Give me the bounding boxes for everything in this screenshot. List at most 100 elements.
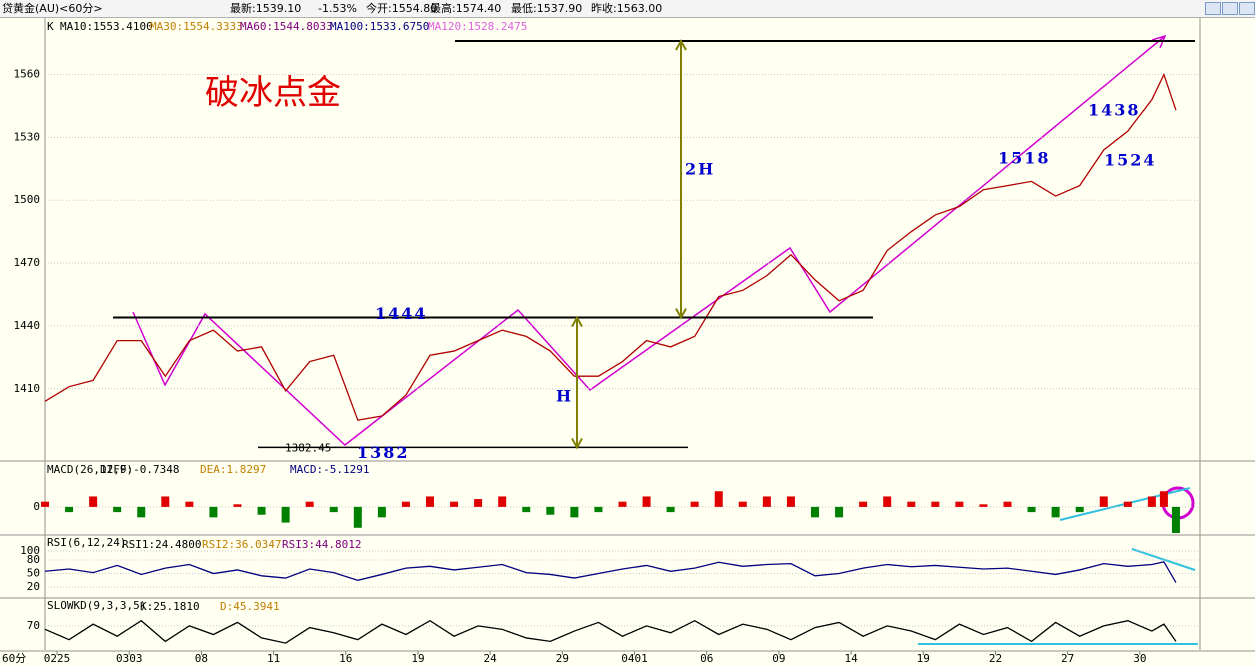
- open-price: 今开:1554.80: [366, 2, 438, 15]
- histogram-bar: [546, 506, 555, 515]
- x-tick-label: 14: [844, 652, 858, 665]
- histogram-bar: [859, 501, 868, 507]
- histogram-bar: [1003, 501, 1012, 507]
- histogram-bar: [305, 501, 314, 507]
- y-tick-label: 1440: [14, 319, 41, 332]
- indicator-value: RSI3:44.8012: [282, 538, 361, 551]
- indicator-value: MA100:1533.6750: [330, 20, 429, 33]
- histogram-bar: [65, 506, 74, 513]
- prev-close: 昨收:1563.00: [591, 2, 663, 15]
- last-price: 最新:1539.10: [230, 2, 302, 15]
- x-tick-label: 11: [267, 652, 280, 665]
- x-tick-label: 08: [195, 652, 208, 665]
- y-tick-label: 1410: [14, 382, 41, 395]
- x-tick-label: 0401: [621, 652, 648, 665]
- x-tick-label: 06: [700, 652, 713, 665]
- histogram-bar: [401, 501, 410, 507]
- histogram-bar: [642, 496, 651, 507]
- annotation: 2H: [685, 160, 715, 179]
- x-tick-label: 22: [989, 652, 1002, 665]
- data-line: [44, 561, 1177, 583]
- histogram-bar: [931, 501, 940, 507]
- histogram-bar: [1171, 506, 1180, 533]
- annotation: 1438: [1088, 101, 1141, 120]
- y-tick-label: 80: [27, 553, 40, 566]
- histogram-bar: [41, 501, 49, 507]
- indicator-value: MA120:1528.2475: [428, 20, 527, 33]
- histogram-bar: [353, 506, 362, 528]
- x-tick-label: 09: [772, 652, 785, 665]
- histogram-bar: [377, 506, 386, 518]
- x-tick-label: 24: [484, 652, 498, 665]
- histogram-bar: [570, 506, 579, 518]
- panel-title: SLOWKD(9,3,3,5): [47, 599, 146, 612]
- histogram-bar: [1051, 506, 1060, 518]
- histogram-bar: [690, 501, 699, 507]
- histogram-bar: [714, 491, 723, 507]
- histogram-bar: [113, 506, 122, 513]
- histogram-bar: [161, 496, 170, 507]
- nav-button[interactable]: [1222, 2, 1238, 15]
- change: -1.53%: [318, 2, 357, 15]
- histogram-bar: [1123, 501, 1132, 507]
- nav-button[interactable]: [1205, 2, 1221, 15]
- annotation: H: [556, 387, 573, 406]
- histogram-bar: [907, 501, 916, 507]
- y-tick-label: 70: [27, 619, 40, 632]
- x-tick-label: 19: [411, 652, 424, 665]
- y-tick-label: 100: [20, 544, 40, 557]
- histogram-bar: [426, 496, 434, 507]
- indicator-value: MA30:1554.3333: [150, 20, 243, 33]
- x-tick-label: 0225: [44, 652, 71, 665]
- wave-lines: [132, 35, 1166, 446]
- indicator-value: DEA:1.8297: [200, 463, 266, 476]
- histogram-bar: [811, 506, 819, 518]
- x-tick-label: 27: [1061, 652, 1074, 665]
- histogram-bar: [955, 501, 964, 507]
- chart-title: 破冰点金: [205, 73, 341, 113]
- indicator-name: K: [47, 20, 54, 33]
- annotation: 1518: [998, 149, 1051, 168]
- period-label: 60分: [2, 652, 26, 665]
- trend-line: [1131, 548, 1196, 571]
- low-price: 最低:1537.90: [511, 2, 583, 15]
- level-label: 1444: [375, 304, 428, 323]
- histogram-bar: [1075, 506, 1084, 513]
- indicator-value: D:45.3941: [220, 600, 280, 613]
- y-tick-label: 0: [33, 500, 40, 513]
- histogram-bar: [835, 506, 844, 518]
- x-tick-label: 30: [1133, 652, 1146, 665]
- histogram-bar: [257, 506, 266, 515]
- histogram-bar: [666, 506, 675, 513]
- indicator-value: MA10:1553.4100: [60, 20, 153, 33]
- histogram-bar: [450, 501, 459, 507]
- panel-title: MACD(26,12,9): [47, 463, 133, 476]
- histogram-bar: [786, 496, 795, 507]
- data-line: [44, 72, 1177, 421]
- y-tick-label: 50: [27, 567, 40, 580]
- indicator-value: RSI1:24.4800: [122, 538, 201, 551]
- data-line: [44, 619, 1177, 644]
- histogram-bar: [281, 506, 290, 523]
- histogram-bar: [1147, 496, 1156, 507]
- x-tick-label: 16: [339, 652, 352, 665]
- symbol: 贷黄金(AU)<60分>: [2, 2, 103, 15]
- indicator-value: K:25.1810: [140, 600, 200, 613]
- indicator-value: RSI2:36.0347: [202, 538, 281, 551]
- histogram-bar: [1027, 506, 1036, 513]
- annotation: 1524: [1104, 151, 1157, 170]
- histogram-bar: [1099, 496, 1108, 507]
- histogram-bar: [618, 501, 627, 507]
- histogram-bar: [185, 501, 194, 507]
- histogram-bar: [474, 499, 483, 507]
- wave-arrow: [1151, 34, 1167, 49]
- y-tick-label: 1560: [14, 68, 41, 81]
- histogram-bar: [233, 504, 242, 507]
- high-price: 最高:1574.40: [430, 2, 502, 15]
- histogram-bar: [1159, 491, 1168, 507]
- arrow-head: [675, 38, 687, 320]
- panel-frames: [0, 18, 1255, 652]
- x-tick-label: 19: [917, 652, 930, 665]
